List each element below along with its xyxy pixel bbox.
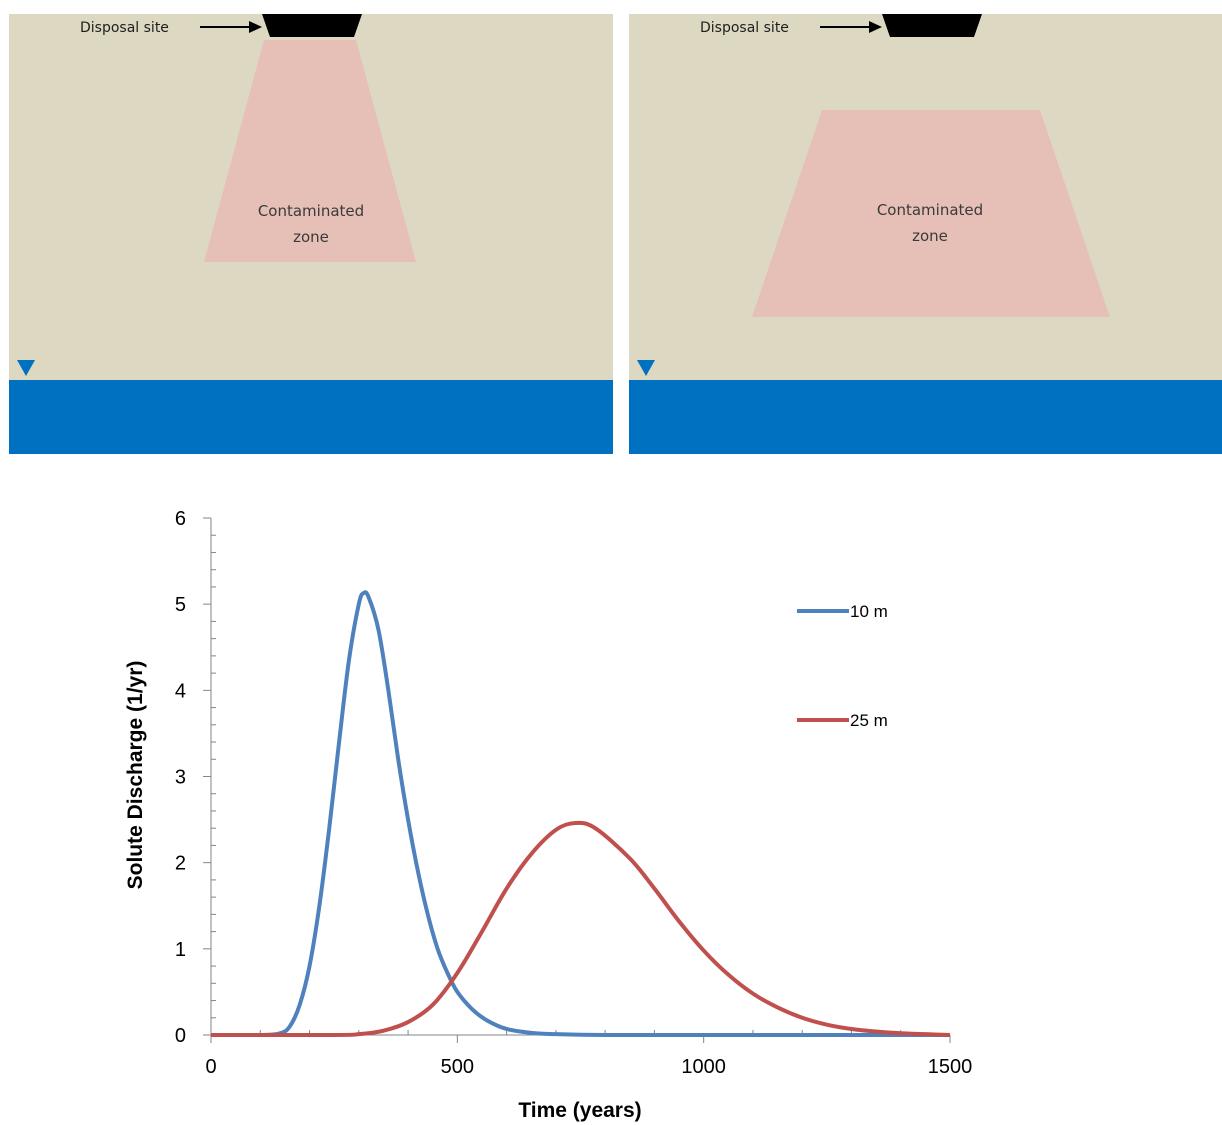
x-tick-label: 500: [441, 1056, 474, 1078]
x-tick-labels: 0 500 1000 1500: [205, 1056, 972, 1078]
y-tick-label: 4: [175, 680, 186, 702]
diagram-panel-10m: Disposal site Contaminated zone: [9, 14, 613, 454]
zone-label-line1: Contaminated: [877, 201, 983, 219]
diagrams: Disposal site Contaminated zone Disposal…: [9, 14, 1222, 454]
x-axis-title: Time (years): [518, 1099, 641, 1122]
contaminated-zone: [204, 40, 416, 262]
water-table: [9, 380, 613, 454]
y-axis-title: Solute Discharge (1/yr): [124, 661, 147, 890]
y-tick-label: 2: [175, 853, 186, 875]
disposal-site-block: [262, 14, 362, 37]
legend-label: 25 m: [850, 711, 888, 730]
axes: [203, 517, 951, 1043]
x-tick-label: 0: [205, 1056, 216, 1078]
diagram-panel-25m: Disposal site Contaminated zone: [629, 14, 1222, 454]
water-level-triangle-icon: [637, 360, 655, 376]
series-lines: [210, 590, 951, 1037]
series-line-10m: [210, 590, 950, 1037]
disposal-arrow-icon: [820, 21, 882, 33]
legend: 10 m 25 m: [797, 602, 888, 730]
disposal-arrow-icon: [200, 21, 262, 33]
y-tick-label: 6: [175, 508, 186, 530]
water-level-triangle-icon: [17, 360, 35, 376]
y-tick-label: 5: [175, 594, 186, 616]
x-tick-label: 1500: [928, 1056, 973, 1078]
zone-label-line2: zone: [912, 227, 948, 245]
zone-label-line2: zone: [293, 228, 329, 246]
zone-label-line1: Contaminated: [258, 202, 364, 220]
water-table: [629, 380, 1222, 454]
x-tick-label: 1000: [681, 1056, 726, 1078]
y-tick-label: 3: [175, 767, 186, 789]
discharge-chart: 0 500 1000 1500 0 1 2 3 4 5 6 10 m 25 m Time (year…: [124, 508, 972, 1122]
disposal-site-label: Disposal site: [700, 20, 789, 36]
disposal-site-label: Disposal site: [80, 20, 169, 36]
disposal-site-block: [882, 14, 982, 37]
y-tick-label: 0: [175, 1025, 186, 1047]
series-line-25m: [210, 820, 951, 1037]
y-tick-label: 1: [175, 939, 186, 961]
legend-label: 10 m: [850, 602, 888, 621]
y-tick-labels: 0 1 2 3 4 5 6: [175, 508, 186, 1047]
contaminated-zone: [752, 110, 1110, 317]
